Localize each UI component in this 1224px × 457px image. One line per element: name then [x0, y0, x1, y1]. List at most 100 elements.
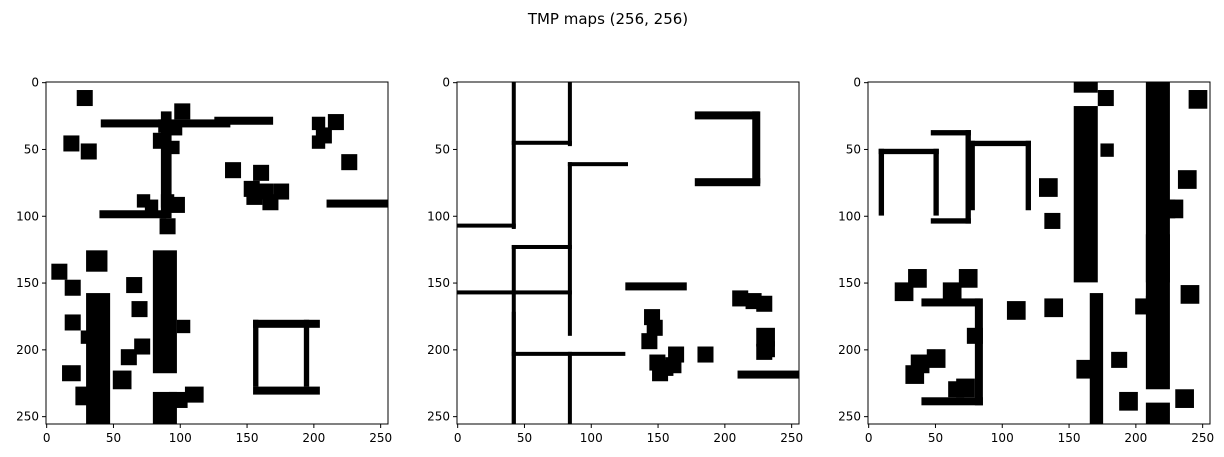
- subplot-1: 0 50 100 150 200 250 0 50 100 150 200 250: [16, 76, 392, 445]
- obstacle-cell: [1044, 212, 1061, 229]
- x-tick-label: 0: [865, 431, 873, 445]
- obstacle-cell: [1006, 301, 1026, 320]
- figure-title: TMP maps (256, 256): [527, 10, 688, 28]
- x-tick-label: 250: [1191, 431, 1214, 445]
- y-tick-label: 100: [838, 209, 861, 223]
- obstacle-cell: [311, 135, 326, 149]
- obstacle-cell: [732, 290, 749, 307]
- obstacle-cell: [930, 130, 971, 136]
- y-tick-label: 150: [838, 276, 861, 290]
- obstacle-cell: [878, 148, 885, 216]
- obstacle-cell: [752, 111, 761, 184]
- obstacle-cell: [214, 116, 274, 125]
- obstacle-cell: [176, 319, 191, 334]
- obstacle-cell: [969, 140, 975, 211]
- obstacle-cell: [174, 103, 191, 120]
- obstacle-cell: [253, 386, 320, 395]
- x-tick-label: 250: [780, 431, 803, 445]
- obstacle-cell: [1076, 359, 1096, 379]
- obstacle-cell: [905, 365, 925, 384]
- y-tick-label: 250: [16, 410, 39, 424]
- obstacle-cell: [76, 90, 93, 107]
- obstacle-cell: [926, 349, 946, 368]
- obstacle-cell: [1180, 285, 1200, 304]
- obstacle-cell: [159, 218, 176, 235]
- obstacle-cell: [969, 140, 1031, 147]
- y-tick-label: 150: [427, 276, 450, 290]
- y-tick-label: 0: [442, 76, 450, 90]
- obstacle-cell: [1025, 140, 1031, 211]
- obstacle-cell: [974, 298, 983, 406]
- obstacle-cell: [1100, 143, 1114, 157]
- obstacle-cell: [511, 82, 516, 229]
- y-tick-label: 50: [24, 142, 39, 156]
- obstacle-cell: [665, 357, 682, 374]
- x-tick-label: 150: [647, 431, 670, 445]
- obstacle-cell: [152, 391, 177, 424]
- subplot-3: 0 50 100 150 200 250 0 50 100 150 200 250: [838, 76, 1214, 445]
- obstacle-cell: [1145, 402, 1170, 424]
- obstacle-cell: [1089, 293, 1104, 424]
- axes-frame: [867, 81, 1211, 425]
- obstacle-cell: [966, 327, 983, 344]
- obstacle-cell: [144, 199, 159, 213]
- obstacle-cell: [126, 277, 143, 294]
- obstacle-cell: [62, 365, 81, 382]
- obstacle-cell: [1073, 82, 1098, 93]
- obstacle-cell: [1177, 170, 1197, 189]
- obstacle-cell: [152, 250, 177, 374]
- obstacle-cell: [878, 148, 939, 155]
- obstacle-layer: [457, 82, 799, 424]
- obstacle-cell: [921, 298, 981, 307]
- obstacle-cell: [51, 263, 68, 280]
- subplot-2: 0 50 100 150 200 250 0 50 100 150 200 250: [427, 76, 803, 445]
- obstacle-cell: [1097, 90, 1114, 107]
- x-tick-label: 200: [1124, 431, 1147, 445]
- obstacle-cell: [1039, 178, 1058, 197]
- obstacle-cell: [326, 199, 388, 208]
- obstacle-cell: [1044, 298, 1064, 318]
- x-tick-label: 50: [517, 431, 532, 445]
- obstacle-cell: [80, 143, 97, 160]
- obstacle-cell: [160, 111, 172, 219]
- y-tick-label: 250: [838, 410, 861, 424]
- obstacle-cell: [1111, 351, 1128, 368]
- obstacle-cell: [246, 188, 263, 205]
- obstacle-cell: [652, 365, 669, 382]
- obstacle-cell: [166, 140, 180, 155]
- x-tick-label: 200: [713, 431, 736, 445]
- obstacle-cell: [756, 343, 773, 360]
- obstacle-cell: [930, 218, 971, 224]
- x-tick-label: 150: [1058, 431, 1081, 445]
- x-tick-label: 250: [369, 431, 392, 445]
- obstacle-cell: [311, 116, 326, 131]
- obstacle-cell: [511, 244, 572, 249]
- obstacle-cell: [158, 119, 172, 133]
- obstacle-cell: [86, 250, 108, 272]
- obstacle-cell: [641, 333, 658, 350]
- y-tick-label: 50: [435, 142, 450, 156]
- obstacle-cell: [112, 370, 132, 390]
- y-tick-label: 250: [427, 410, 450, 424]
- obstacle-cell: [262, 194, 279, 211]
- x-tick-label: 100: [169, 431, 192, 445]
- y-tick-label: 100: [427, 209, 450, 223]
- obstacle-cell: [1167, 199, 1184, 219]
- y-tick-label: 0: [31, 76, 39, 90]
- obstacle-cell: [933, 148, 939, 216]
- obstacle-layer: [878, 82, 1208, 424]
- obstacle-cell: [64, 279, 81, 296]
- y-tick-label: 150: [16, 276, 39, 290]
- obstacle-cell: [341, 154, 358, 171]
- obstacle-cell: [253, 164, 270, 181]
- x-tick-label: 0: [43, 431, 51, 445]
- x-tick-label: 50: [106, 431, 121, 445]
- obstacle-cell: [567, 162, 628, 167]
- axes-frame: [456, 81, 800, 425]
- obstacle-cell: [64, 314, 81, 331]
- obstacle-cell: [253, 319, 320, 328]
- obstacle-cell: [1188, 90, 1208, 109]
- y-tick-label: 200: [838, 343, 861, 357]
- y-tick-label: 100: [16, 209, 39, 223]
- obstacle-cell: [134, 338, 151, 355]
